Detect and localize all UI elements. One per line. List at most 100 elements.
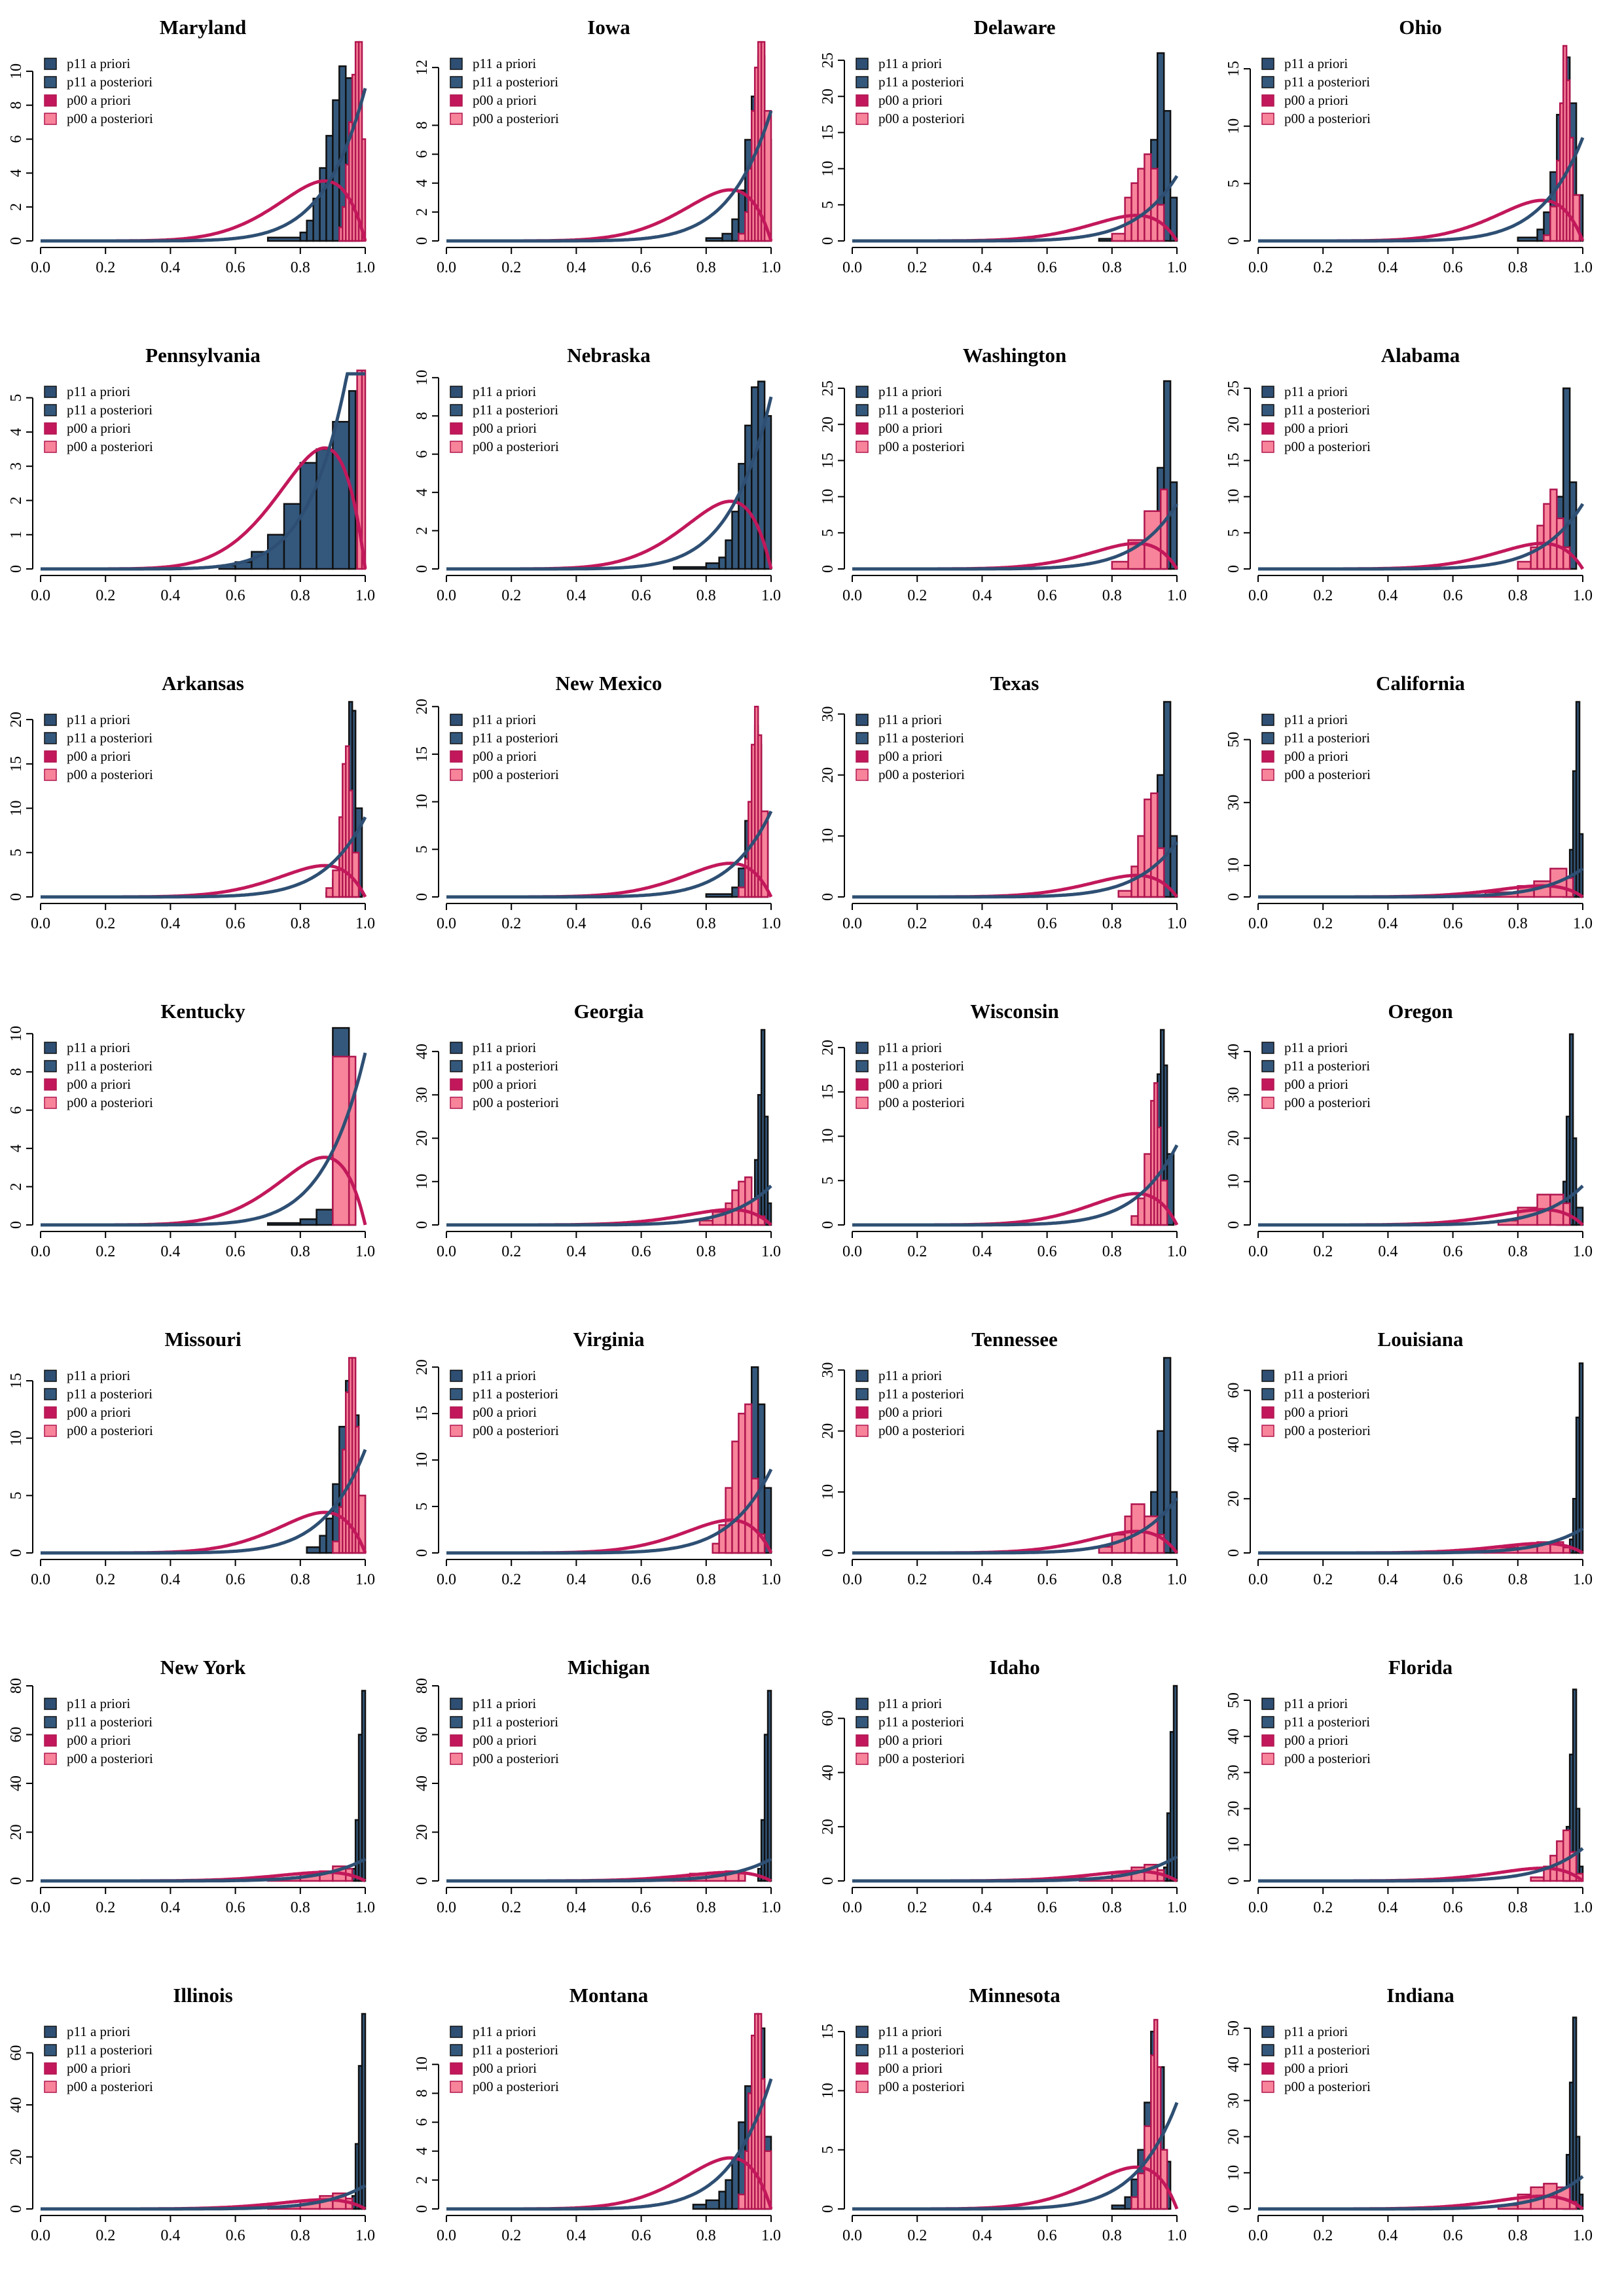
x-tick-label: 0.0 bbox=[437, 2227, 456, 2244]
p11-posterior-bar bbox=[1578, 833, 1584, 898]
x-tick-label: 0.4 bbox=[160, 259, 180, 276]
x-tick-label: 0.4 bbox=[1378, 1243, 1398, 1260]
x-tick-label: 0.8 bbox=[696, 1899, 716, 1916]
y-tick-label: 0 bbox=[414, 1877, 431, 1885]
legend-label: p00 a posteriori bbox=[473, 1751, 559, 1766]
p00-posterior-bar bbox=[332, 1540, 340, 1554]
p11-posterior-bar bbox=[767, 1690, 772, 1882]
p00-posterior-bar bbox=[760, 810, 769, 898]
x-tick-label: 0.0 bbox=[842, 1899, 862, 1916]
chart-svg: Louisiana 0.0 0.2 0.4 0.6 0.8 1.0 0 20 40 60 p11 a … bbox=[1225, 1328, 1593, 1588]
y-tick-label: 50 bbox=[1225, 2020, 1242, 2036]
y-tick-label: 5 bbox=[820, 1176, 837, 1184]
panel-illinois: Illinois 0.0 0.2 0.4 0.6 0.8 1.0 0 20 40 60 p11 a p… bbox=[0, 1968, 406, 2296]
legend-swatch bbox=[856, 441, 869, 453]
legend-swatch bbox=[44, 76, 57, 88]
p00-posterior-bar bbox=[738, 886, 746, 898]
p11-posterior-bar bbox=[763, 1487, 772, 1554]
x-tick-label: 0.2 bbox=[907, 587, 927, 604]
x-tick-label: 0.6 bbox=[1038, 2227, 1057, 2244]
chart-svg: Alabama 0.0 0.2 0.4 0.6 0.8 1.0 0 5 10 15 20 25 p11 a… bbox=[1225, 344, 1593, 604]
y-tick-label: 30 bbox=[1225, 795, 1242, 811]
legend-swatch bbox=[856, 1078, 869, 1091]
p11-posterior-bar bbox=[1572, 1137, 1578, 1226]
p00-posterior-bar bbox=[750, 1478, 759, 1554]
x-tick-label: 1.0 bbox=[355, 915, 375, 932]
x-tick-label: 0.6 bbox=[632, 259, 651, 276]
y-tick-label: 0 bbox=[8, 1549, 25, 1557]
y-tick-label: 20 bbox=[1225, 1801, 1242, 1817]
p11-prior-curve bbox=[41, 1857, 367, 1883]
y-tick-label: 15 bbox=[414, 1406, 431, 1421]
p11-posterior-bar bbox=[1169, 196, 1178, 242]
legend-swatch bbox=[44, 1753, 57, 1765]
legend-swatch bbox=[44, 750, 57, 763]
x-tick-label: 0.6 bbox=[1038, 1243, 1057, 1260]
x-tick-label: 0.4 bbox=[972, 1899, 992, 1916]
panel-california: California 0.0 0.2 0.4 0.6 0.8 1.0 0 10 30 50 p11 a… bbox=[1218, 656, 1623, 984]
legend-label: p11 a priori bbox=[1284, 56, 1348, 71]
x-tick-label: 0.0 bbox=[31, 915, 50, 932]
p11-posterior-bar bbox=[1575, 2136, 1581, 2210]
legend-swatch bbox=[1261, 714, 1274, 726]
p00-posterior-bar bbox=[332, 869, 340, 898]
y-tick-label: 0 bbox=[8, 565, 25, 573]
x-tick-label: 0.4 bbox=[972, 1243, 992, 1260]
p00-posterior-bar bbox=[1565, 877, 1574, 898]
chart-svg: Wisconsin 0.0 0.2 0.4 0.6 0.8 1.0 0 5 10 15 20 p11 a… bbox=[820, 1000, 1187, 1260]
x-tick-label: 0.4 bbox=[1378, 1571, 1398, 1588]
y-tick-label: 0 bbox=[820, 2205, 837, 2213]
p00-posterior-bar bbox=[325, 887, 334, 898]
y-tick-label: 40 bbox=[820, 1764, 837, 1780]
legend-swatch bbox=[856, 2026, 869, 2038]
y-tick-label: 10 bbox=[1225, 858, 1242, 873]
p00-posterior-bar bbox=[763, 2150, 772, 2210]
legend-swatch bbox=[1261, 750, 1274, 763]
legend-swatch bbox=[44, 1060, 57, 1072]
legend-label: p11 a priori bbox=[473, 56, 536, 71]
x-tick-label: 0.8 bbox=[1508, 259, 1528, 276]
p00-posterior-bar bbox=[712, 1542, 720, 1554]
legend-swatch bbox=[1261, 2044, 1274, 2056]
x-tick-label: 0.8 bbox=[1508, 2227, 1528, 2244]
legend-swatch bbox=[450, 2081, 463, 2093]
p11-posterior-bar bbox=[1124, 2196, 1132, 2210]
legend-swatch bbox=[44, 2081, 57, 2093]
x-tick-label: 0.8 bbox=[696, 587, 716, 604]
y-tick-label: 30 bbox=[1225, 1087, 1242, 1102]
y-tick-label: 5 bbox=[1225, 179, 1242, 187]
y-tick-label: 4 bbox=[8, 1144, 25, 1152]
chart-svg: Tennessee 0.0 0.2 0.4 0.6 0.8 1.0 0 10 20 30 p11 a … bbox=[820, 1328, 1187, 1588]
legend-swatch bbox=[856, 1406, 869, 1419]
x-tick-label: 0.2 bbox=[96, 2227, 115, 2244]
chart-title: New York bbox=[160, 1656, 246, 1679]
panel-oregon: Oregon 0.0 0.2 0.4 0.6 0.8 1.0 0 10 20 30 40 p11 a p… bbox=[1218, 984, 1623, 1312]
chart-title: Kentucky bbox=[160, 1000, 245, 1023]
y-tick-label: 20 bbox=[820, 416, 837, 432]
p00-posterior-bar bbox=[1156, 847, 1165, 898]
legend-label: p00 a posteriori bbox=[473, 2079, 559, 2094]
p00-posterior-bar bbox=[1549, 206, 1558, 242]
x-tick-label: 0.8 bbox=[291, 587, 310, 604]
p00-posterior-bar bbox=[1124, 196, 1132, 242]
legend-swatch bbox=[450, 441, 463, 453]
legend-label: p00 a priori bbox=[473, 748, 537, 764]
y-tick-label: 20 bbox=[414, 1359, 431, 1375]
chart-svg: Maryland 0.0 0.2 0.4 0.6 0.8 1.0 0 2 4 6 8 10 p11 a p… bbox=[8, 16, 375, 276]
p11-prior-curve bbox=[41, 1449, 367, 1555]
y-tick-label: 40 bbox=[414, 1044, 431, 1059]
panel-michigan: Michigan 0.0 0.2 0.4 0.6 0.8 1.0 0 20 40 60 80 p11 a… bbox=[406, 1640, 812, 1968]
p00-posterior-bar bbox=[1543, 234, 1551, 242]
legend-label: p11 a priori bbox=[473, 712, 536, 727]
p00-posterior-bar bbox=[738, 1412, 746, 1554]
legend-swatch bbox=[44, 2044, 57, 2056]
p11-posterior-bar bbox=[1169, 1491, 1178, 1554]
legend-swatch bbox=[450, 58, 463, 70]
legend-label: p11 a priori bbox=[1284, 1040, 1348, 1055]
chart-title: California bbox=[1376, 672, 1466, 695]
legend-label: p11 a priori bbox=[67, 1368, 130, 1383]
p11-posterior-bar bbox=[1163, 1357, 1172, 1554]
y-tick-label: 4 bbox=[414, 488, 431, 496]
legend-swatch bbox=[450, 113, 463, 125]
y-tick-label: 0 bbox=[8, 1221, 25, 1229]
